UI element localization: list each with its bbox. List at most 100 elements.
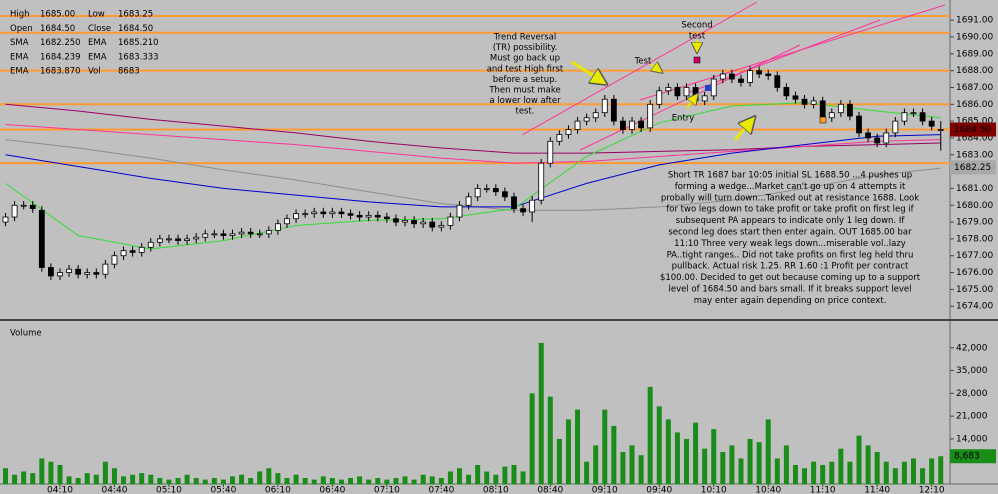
- annotation: pullback. Actual risk 1.25. RR 1.60 :1 P…: [672, 262, 909, 272]
- arrow: [571, 60, 603, 82]
- trendline: [521, 1, 758, 136]
- volume-bar: [66, 476, 72, 485]
- volume-bar: [756, 442, 762, 485]
- candle-body: [647, 103, 654, 129]
- candle-body: [774, 75, 781, 88]
- volume-bar: [792, 464, 798, 485]
- info-cell: 1684.50: [118, 24, 153, 34]
- candle-body: [193, 236, 200, 240]
- volume-bar: [602, 409, 608, 485]
- volume-bar: [783, 445, 789, 485]
- candle-body: [402, 219, 408, 223]
- candle-body: [84, 272, 91, 275]
- volume-bar: [565, 419, 571, 485]
- volume-bar: [420, 474, 426, 485]
- candle-body: [847, 103, 853, 117]
- volume-bar: [865, 445, 871, 485]
- annotation: a lower low after: [489, 96, 561, 106]
- volume-bar: [511, 464, 517, 485]
- volume-bar: [438, 477, 444, 485]
- annotation: before a setup.: [493, 75, 557, 85]
- volume-bar: [838, 448, 844, 485]
- x-tick-label: 09:40: [646, 486, 672, 494]
- volume-bar: [230, 476, 235, 485]
- volume-bar: [593, 445, 599, 485]
- volume-bar: [384, 479, 390, 485]
- y-tick-label: 35,000: [956, 366, 988, 376]
- volume-bar: [193, 477, 199, 485]
- candle-body: [284, 218, 290, 225]
- volume-bar: [493, 474, 499, 485]
- candle-body: [910, 112, 917, 115]
- candle-body: [819, 100, 826, 119]
- volume-bar: [139, 473, 145, 485]
- y-tick-label: 1685.00: [956, 117, 993, 127]
- volume-bar: [148, 474, 154, 485]
- candle-body: [465, 196, 472, 206]
- candle-body: [202, 233, 209, 238]
- volume-bar: [184, 474, 190, 485]
- price-tag: [950, 122, 996, 137]
- y-tick-label: 1676.00: [956, 268, 993, 278]
- volume-bar: [738, 458, 744, 485]
- y-tick-label: 1674.00: [956, 302, 993, 312]
- candle-body: [629, 120, 635, 130]
- candle-body: [320, 211, 327, 215]
- annotation: 11:10 Three very weak legs down...misera…: [674, 239, 906, 249]
- candle-body: [247, 231, 254, 235]
- candle-body: [256, 233, 263, 236]
- info-cell: 1683.333: [118, 52, 159, 62]
- volume-bar: [811, 461, 817, 485]
- volume-bar: [121, 476, 127, 485]
- candle-body: [738, 78, 744, 83]
- candle-body: [883, 132, 890, 144]
- candle-body: [356, 214, 363, 218]
- candle-body: [719, 73, 726, 80]
- info-cell: 1682.250: [40, 38, 81, 48]
- volume-bar: [920, 468, 926, 485]
- volume-bar: [48, 461, 54, 485]
- volume-bar: [302, 477, 308, 485]
- candle-body: [129, 250, 136, 253]
- volume-bar: [929, 458, 935, 485]
- candle-body: [102, 263, 109, 275]
- candle-body: [175, 238, 181, 241]
- x-tick-label: 04:40: [101, 486, 127, 494]
- candle-body: [665, 87, 672, 92]
- volume-bar: [938, 456, 944, 485]
- candle-body: [874, 137, 881, 144]
- moving-average: [5, 102, 941, 250]
- y-tick-label: 1684.00: [956, 133, 993, 143]
- y-tick-label: 1688.00: [956, 66, 993, 76]
- candle-body: [66, 268, 72, 273]
- candle-body: [511, 196, 517, 210]
- volume-bar: [248, 477, 254, 485]
- y-tick-label: 1691.00: [956, 16, 993, 26]
- volume-bar: [84, 473, 90, 485]
- volume-bar: [75, 477, 81, 485]
- volume-bar: [21, 471, 27, 485]
- volume-bar: [375, 477, 381, 485]
- candle-body: [411, 219, 418, 225]
- candle-body: [2, 216, 9, 223]
- value-tag-label: 8,683: [954, 452, 980, 462]
- x-tick-label: 09:10: [592, 486, 618, 494]
- candle-body: [456, 204, 463, 218]
- candle-body: [111, 255, 118, 265]
- volume-bar: [802, 468, 808, 485]
- y-tick-label: 1690.00: [956, 32, 993, 42]
- info-cell: High: [10, 10, 30, 20]
- candle-body: [75, 268, 82, 275]
- candle-body: [138, 246, 145, 253]
- volume-bar: [93, 474, 99, 485]
- info-cell: EMA: [88, 52, 107, 62]
- volume-bar: [575, 409, 581, 485]
- volume-bar: [829, 461, 835, 485]
- volume-bar: [901, 461, 907, 485]
- trendline: [639, 4, 946, 101]
- info-cell: Close: [88, 24, 111, 34]
- info-cell: 1684.50: [40, 24, 75, 34]
- volume-bar: [457, 468, 462, 485]
- candle-body: [274, 223, 281, 231]
